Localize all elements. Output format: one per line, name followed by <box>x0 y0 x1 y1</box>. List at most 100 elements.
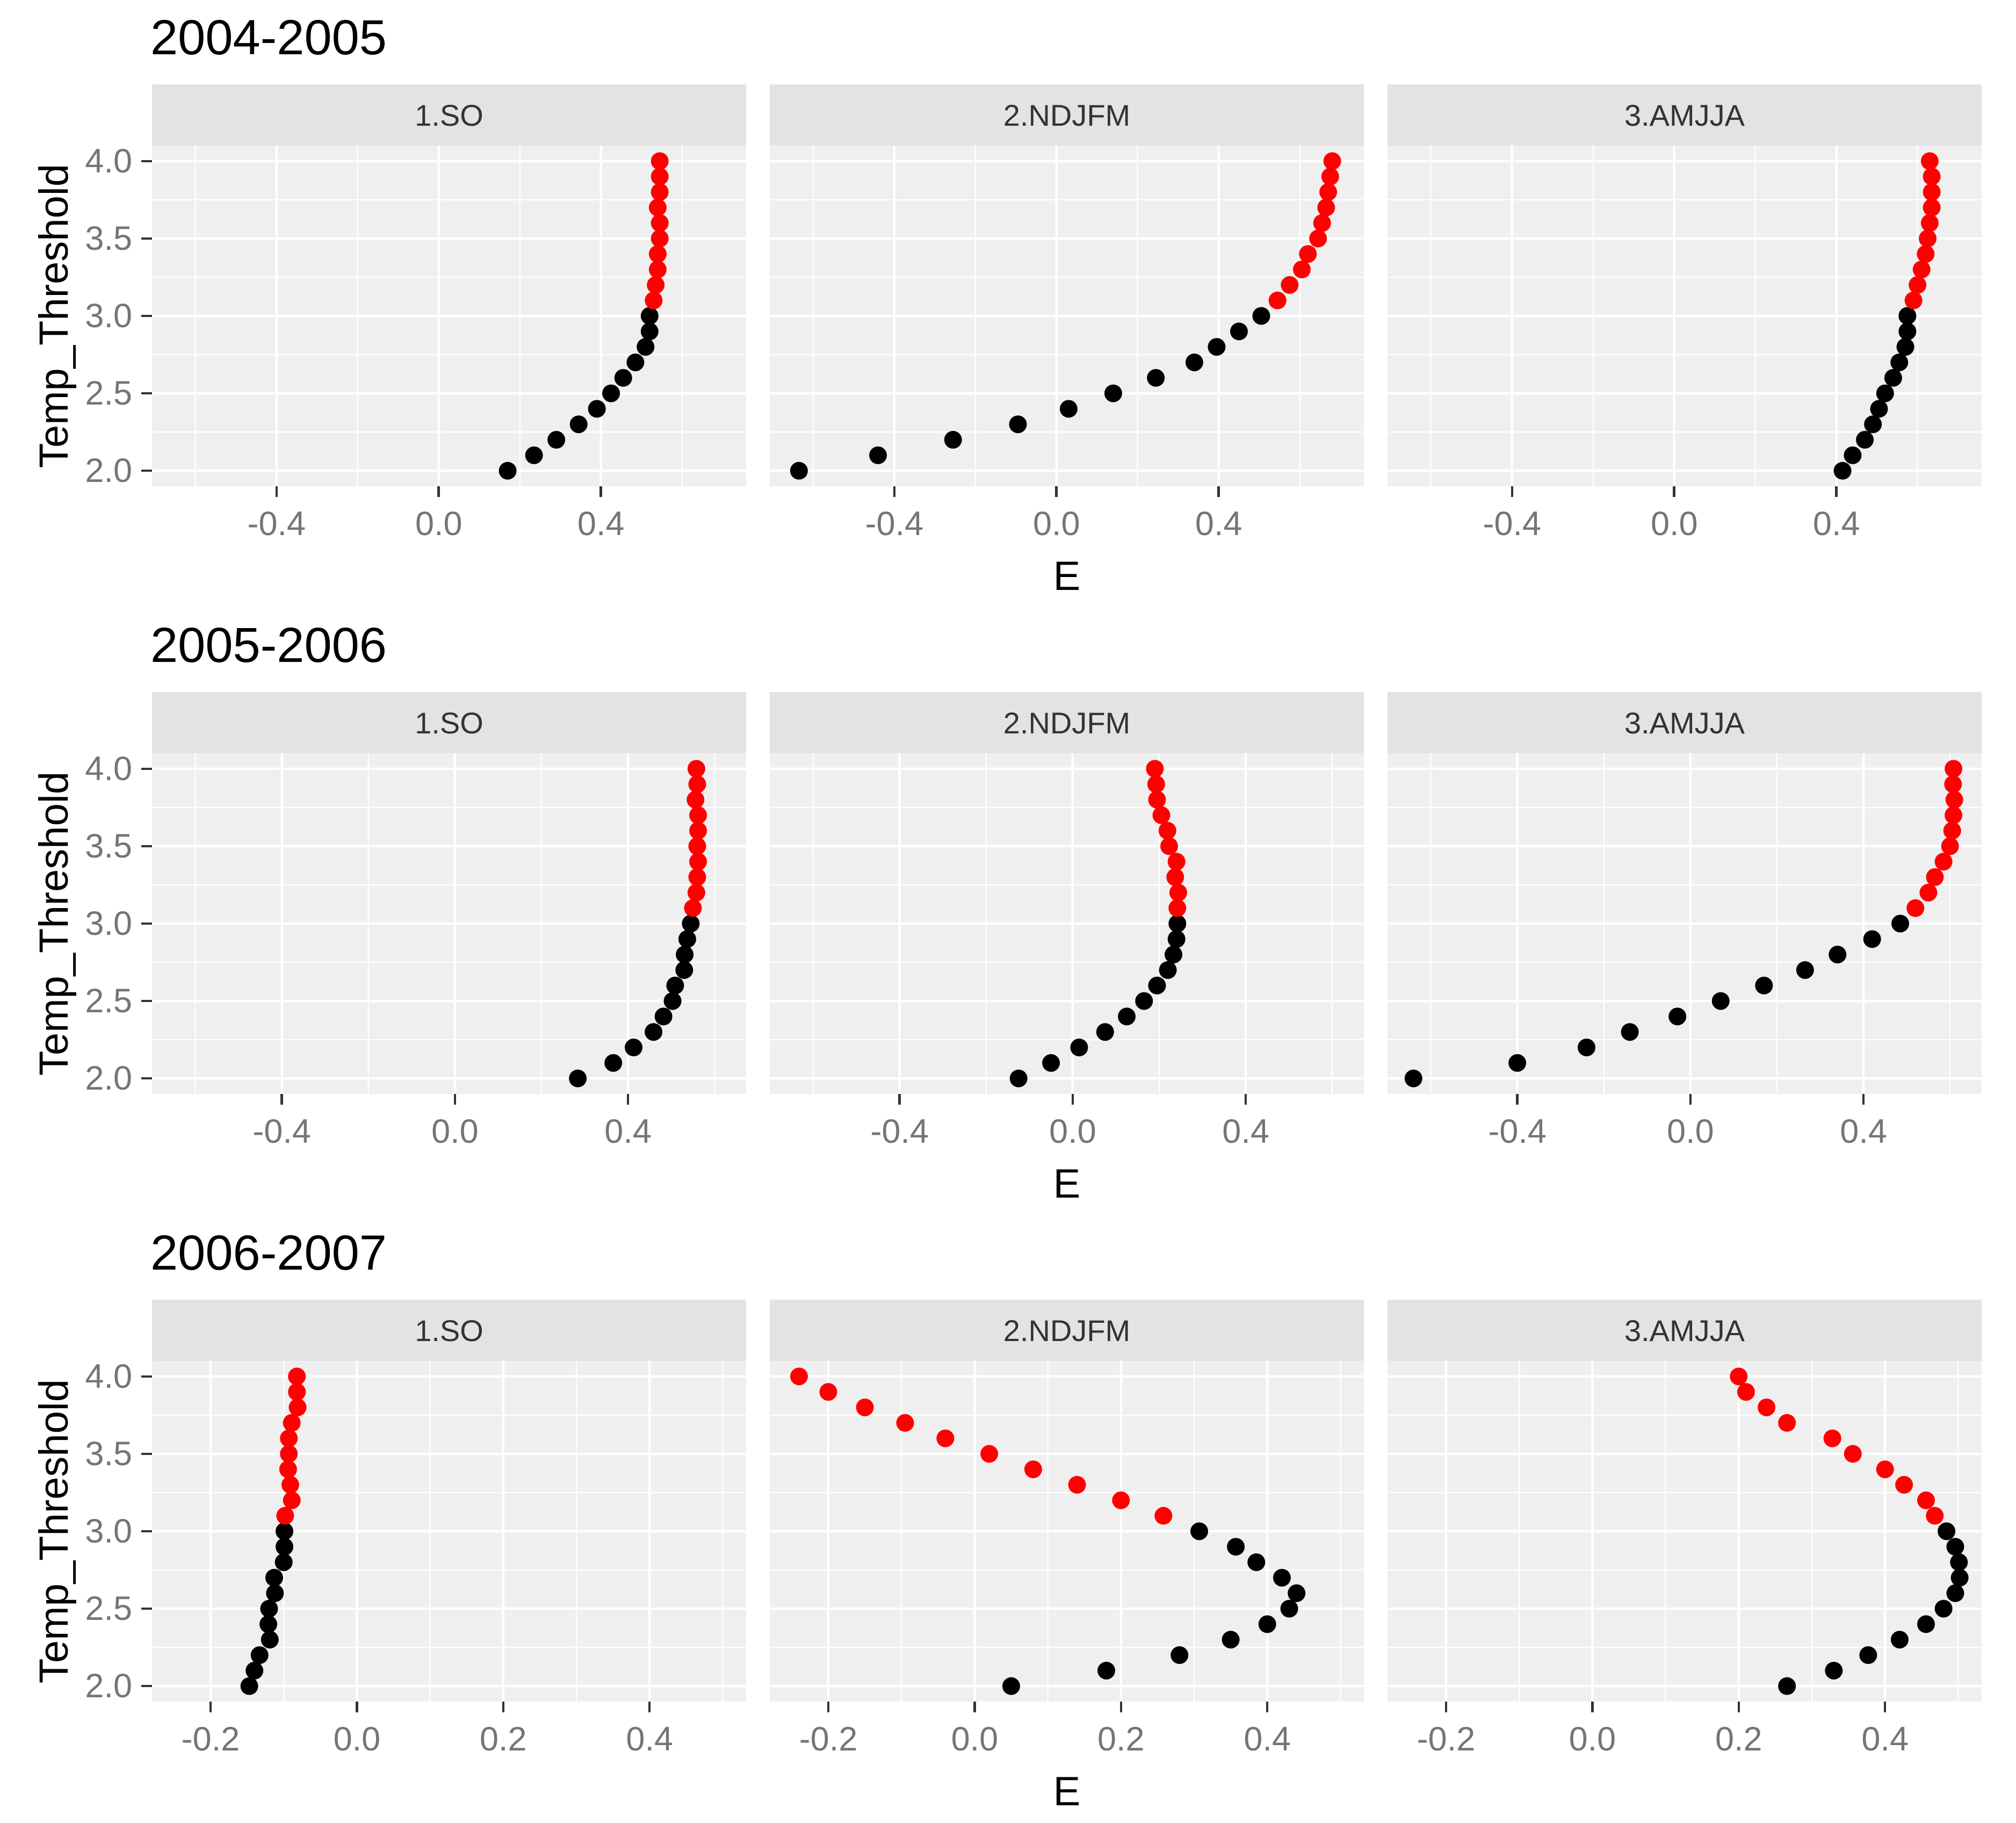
plot-panel <box>152 753 746 1094</box>
y-tick-label: 3.5 <box>85 219 132 257</box>
data-point <box>1945 760 1963 778</box>
data-point <box>614 369 632 387</box>
data-point <box>1313 214 1331 232</box>
data-point <box>647 276 665 294</box>
data-point <box>1919 229 1937 248</box>
data-point <box>1168 914 1187 933</box>
data-point <box>688 775 706 794</box>
x-tick-label: 0.0 <box>1032 505 1080 543</box>
data-point <box>1844 1445 1862 1463</box>
panel-canvas <box>770 753 1364 1094</box>
data-point <box>279 1460 297 1479</box>
data-point <box>1097 1661 1116 1680</box>
x-tick-label: 0.0 <box>1049 1113 1096 1150</box>
x-tick-mark <box>1591 1702 1594 1712</box>
x-tick-label: -0.2 <box>181 1720 240 1758</box>
data-point <box>682 914 700 933</box>
x-tick-mark <box>453 1094 457 1105</box>
data-point <box>640 307 659 325</box>
data-point <box>1945 806 1963 824</box>
data-point <box>790 1367 808 1386</box>
facet-strip-label: 3.AMJJA <box>1624 1313 1745 1348</box>
data-point <box>288 1398 307 1416</box>
x-tick-label: 0.2 <box>479 1720 527 1758</box>
data-point <box>588 400 606 418</box>
data-point <box>1917 1615 1935 1633</box>
y-tick-label: 2.5 <box>85 1590 132 1628</box>
panel-canvas <box>152 1361 746 1702</box>
data-point <box>1112 1491 1130 1509</box>
y-tick-label: 3.0 <box>85 1512 132 1550</box>
data-point <box>280 1445 298 1463</box>
panel-canvas <box>1388 1361 1982 1702</box>
data-point <box>276 1522 294 1540</box>
row-title: 2004-2005 <box>150 10 387 65</box>
facet-strip: 2.NDJFM <box>770 692 1364 753</box>
data-point <box>1945 790 1963 809</box>
data-point <box>1778 1414 1796 1432</box>
x-tick-mark <box>1244 1094 1247 1105</box>
data-point <box>240 1677 258 1695</box>
data-point <box>1904 291 1923 309</box>
x-tick-mark <box>827 1702 830 1712</box>
data-point <box>1938 1522 1956 1540</box>
x-tick-mark <box>502 1702 505 1712</box>
data-point <box>1909 276 1927 294</box>
data-point <box>856 1398 874 1416</box>
facet-strip-label: 2.NDJFM <box>1003 98 1131 132</box>
x-tick-label: 0.0 <box>415 505 463 543</box>
data-point <box>1321 168 1339 186</box>
x-tick-label: 0.4 <box>1244 1720 1291 1758</box>
data-point <box>678 930 696 948</box>
data-point <box>1895 1476 1913 1494</box>
data-point <box>1944 775 1962 794</box>
data-point <box>547 431 566 449</box>
data-point <box>274 1553 293 1572</box>
data-point <box>944 431 962 449</box>
facet-strip-label: 2.NDJFM <box>1003 1313 1131 1348</box>
y-tick-label: 4.0 <box>85 750 132 788</box>
x-tick-label: 0.2 <box>1097 1720 1145 1758</box>
y-tick-label: 3.0 <box>85 905 132 942</box>
data-point <box>645 291 663 309</box>
data-point <box>245 1661 264 1680</box>
x-tick-label: -0.2 <box>1417 1720 1476 1758</box>
y-tick-mark <box>141 1077 152 1080</box>
data-point <box>1154 1507 1173 1525</box>
data-point <box>1185 353 1203 371</box>
plot-panel <box>770 753 1364 1094</box>
x-tick-label: 0.4 <box>1840 1113 1887 1150</box>
x-tick-label: -0.4 <box>870 1113 929 1150</box>
data-point <box>569 415 588 434</box>
data-point <box>283 1491 301 1509</box>
data-point <box>1755 976 1773 995</box>
data-point <box>1823 1429 1841 1447</box>
y-tick-mark <box>141 237 152 240</box>
x-tick-label: 0.0 <box>951 1720 999 1758</box>
plot-panel <box>152 1361 746 1702</box>
data-point <box>1281 276 1299 294</box>
x-axis-title: E <box>1053 553 1081 599</box>
data-point <box>1208 338 1226 356</box>
data-point <box>1292 261 1311 279</box>
data-point <box>1096 1023 1114 1041</box>
data-point <box>651 229 669 248</box>
y-tick-mark <box>141 999 152 1003</box>
facet-strip: 3.AMJJA <box>1388 84 1982 146</box>
data-point <box>663 992 682 1010</box>
x-tick-label: -0.4 <box>865 505 924 543</box>
plot-panel <box>770 1361 1364 1702</box>
data-point <box>1934 853 1953 871</box>
y-tick-mark <box>141 1530 152 1533</box>
x-tick-label: 0.4 <box>604 1113 652 1150</box>
x-tick-mark <box>1883 1702 1887 1712</box>
data-point <box>1943 822 1961 840</box>
y-tick-label: 2.5 <box>85 982 132 1020</box>
data-point <box>1912 261 1931 279</box>
y-tick-label: 3.0 <box>85 297 132 335</box>
data-point <box>645 1023 663 1041</box>
data-point <box>687 760 705 778</box>
data-point <box>1859 1646 1877 1665</box>
data-point <box>1146 760 1164 778</box>
data-point <box>1147 369 1165 387</box>
